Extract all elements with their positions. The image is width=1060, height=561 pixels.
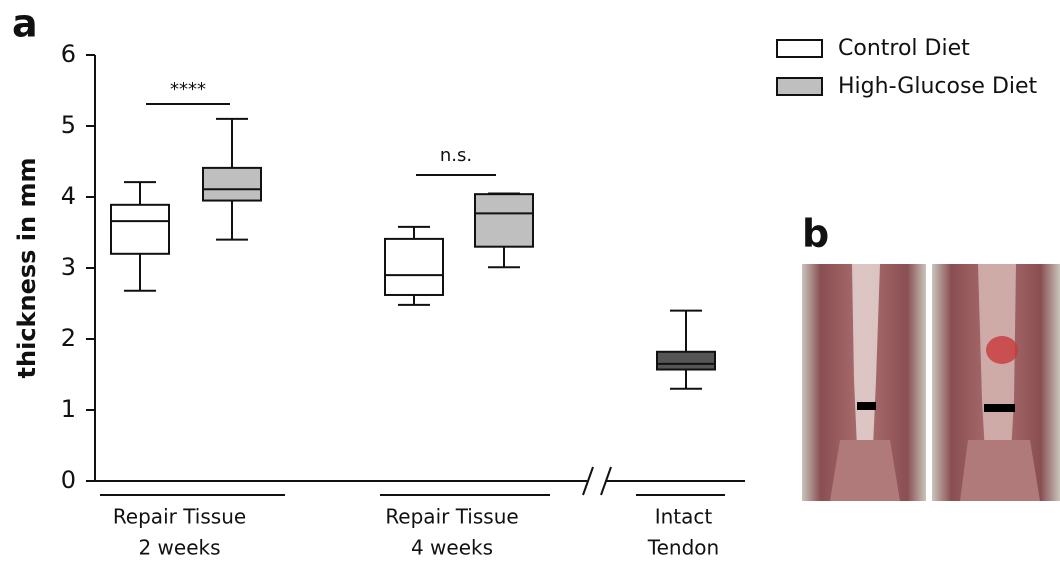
legend-label: High-Glucose Diet (838, 74, 1038, 99)
x-tick-label: 4 weeks (411, 536, 493, 560)
photo (802, 264, 926, 501)
box (656, 350, 716, 371)
legend-swatch (776, 77, 823, 96)
panel-label: a (12, 2, 38, 46)
box (384, 237, 444, 296)
axis-break (582, 466, 594, 496)
y-tick-label: 1 (61, 395, 76, 423)
y-tick-label: 0 (61, 466, 76, 494)
photo (932, 264, 1060, 501)
box (110, 203, 170, 255)
y-tick-label: 3 (61, 253, 76, 281)
y-tick-label: 5 (61, 111, 76, 139)
x-tick-label: Tendon (647, 536, 719, 560)
y-tick-label: 4 (61, 182, 76, 210)
legend-label: Control Diet (838, 36, 970, 61)
x-tick-label: 2 weeks (138, 536, 220, 560)
y-tick-label: 2 (61, 324, 76, 352)
significance-label: **** (170, 79, 206, 100)
axis-break (600, 466, 612, 496)
y-axis-label: thickness in mm (13, 158, 41, 379)
box (474, 193, 534, 248)
x-tick-label: Repair Tissue (113, 505, 246, 529)
legend-swatch (776, 39, 823, 58)
panel-label: b (802, 212, 829, 256)
box (202, 166, 262, 202)
y-tick-label: 6 (61, 40, 76, 68)
x-tick-label: Repair Tissue (385, 505, 518, 529)
significance-label: n.s. (440, 145, 472, 166)
x-tick-label: Intact (655, 505, 713, 529)
